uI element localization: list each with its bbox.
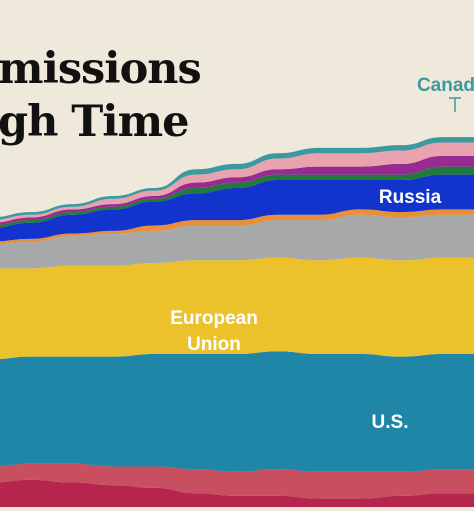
area-series-0	[0, 479, 474, 511]
label-canada: Canad	[417, 75, 474, 96]
area-european-union	[0, 257, 474, 360]
label-european: European	[170, 308, 258, 329]
label-union: Union	[187, 334, 241, 355]
label-russia: Russia	[379, 187, 442, 208]
area-series-9	[0, 142, 474, 223]
series-labels: Russia European Union U.S. Canad	[170, 75, 474, 433]
area-russia	[0, 174, 474, 242]
area-series-1	[0, 463, 474, 499]
area-u-s-	[0, 351, 474, 472]
area-series-4	[0, 214, 474, 269]
area-series-5	[0, 209, 474, 244]
chart-title-line-1: missions	[0, 44, 202, 94]
area-canad	[0, 137, 474, 220]
area-layers	[0, 137, 474, 511]
area-series-7	[0, 166, 474, 228]
chart-title-line-2: gh Time	[0, 97, 189, 147]
area-series-8	[0, 155, 474, 225]
label-us: U.S.	[372, 412, 409, 433]
canada-label-tick	[449, 97, 461, 112]
